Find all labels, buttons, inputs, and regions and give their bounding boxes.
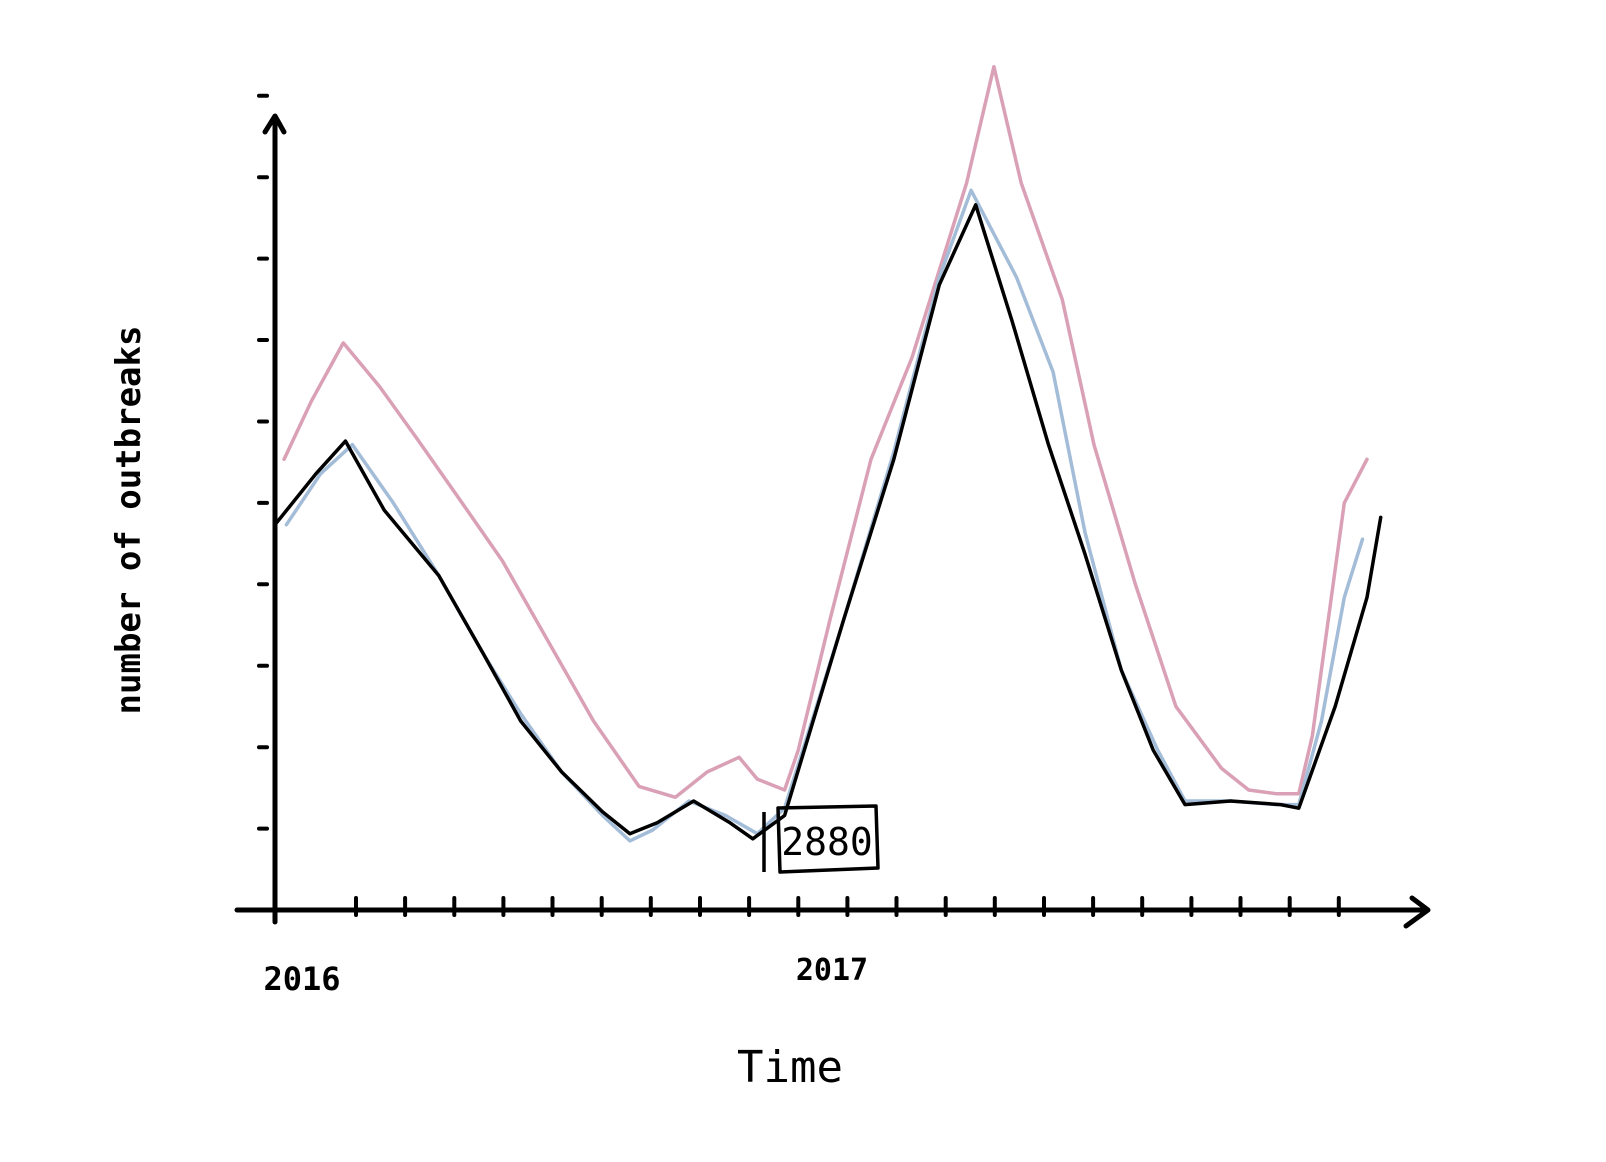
- y-axis-arrow-icon: [262, 113, 287, 135]
- annotation-border: [762, 804, 880, 874]
- series-line-3: [273, 203, 1383, 841]
- x-axis-label: Time: [737, 1042, 843, 1093]
- x-tick-label: 2016: [263, 960, 340, 998]
- y-ticks: [257, 93, 269, 831]
- series-line-1: [282, 64, 1369, 800]
- y-axis-label: number of outbreaks: [109, 326, 149, 715]
- series-layer: [273, 64, 1383, 843]
- x-axis-arrow-icon: [1403, 895, 1431, 929]
- annotation-label: 2880: [781, 820, 873, 864]
- x-ticks: [354, 896, 1341, 917]
- axes: [234, 113, 1431, 929]
- x-tick-label: 2017: [796, 953, 868, 988]
- annotation-box: 2880: [762, 804, 880, 874]
